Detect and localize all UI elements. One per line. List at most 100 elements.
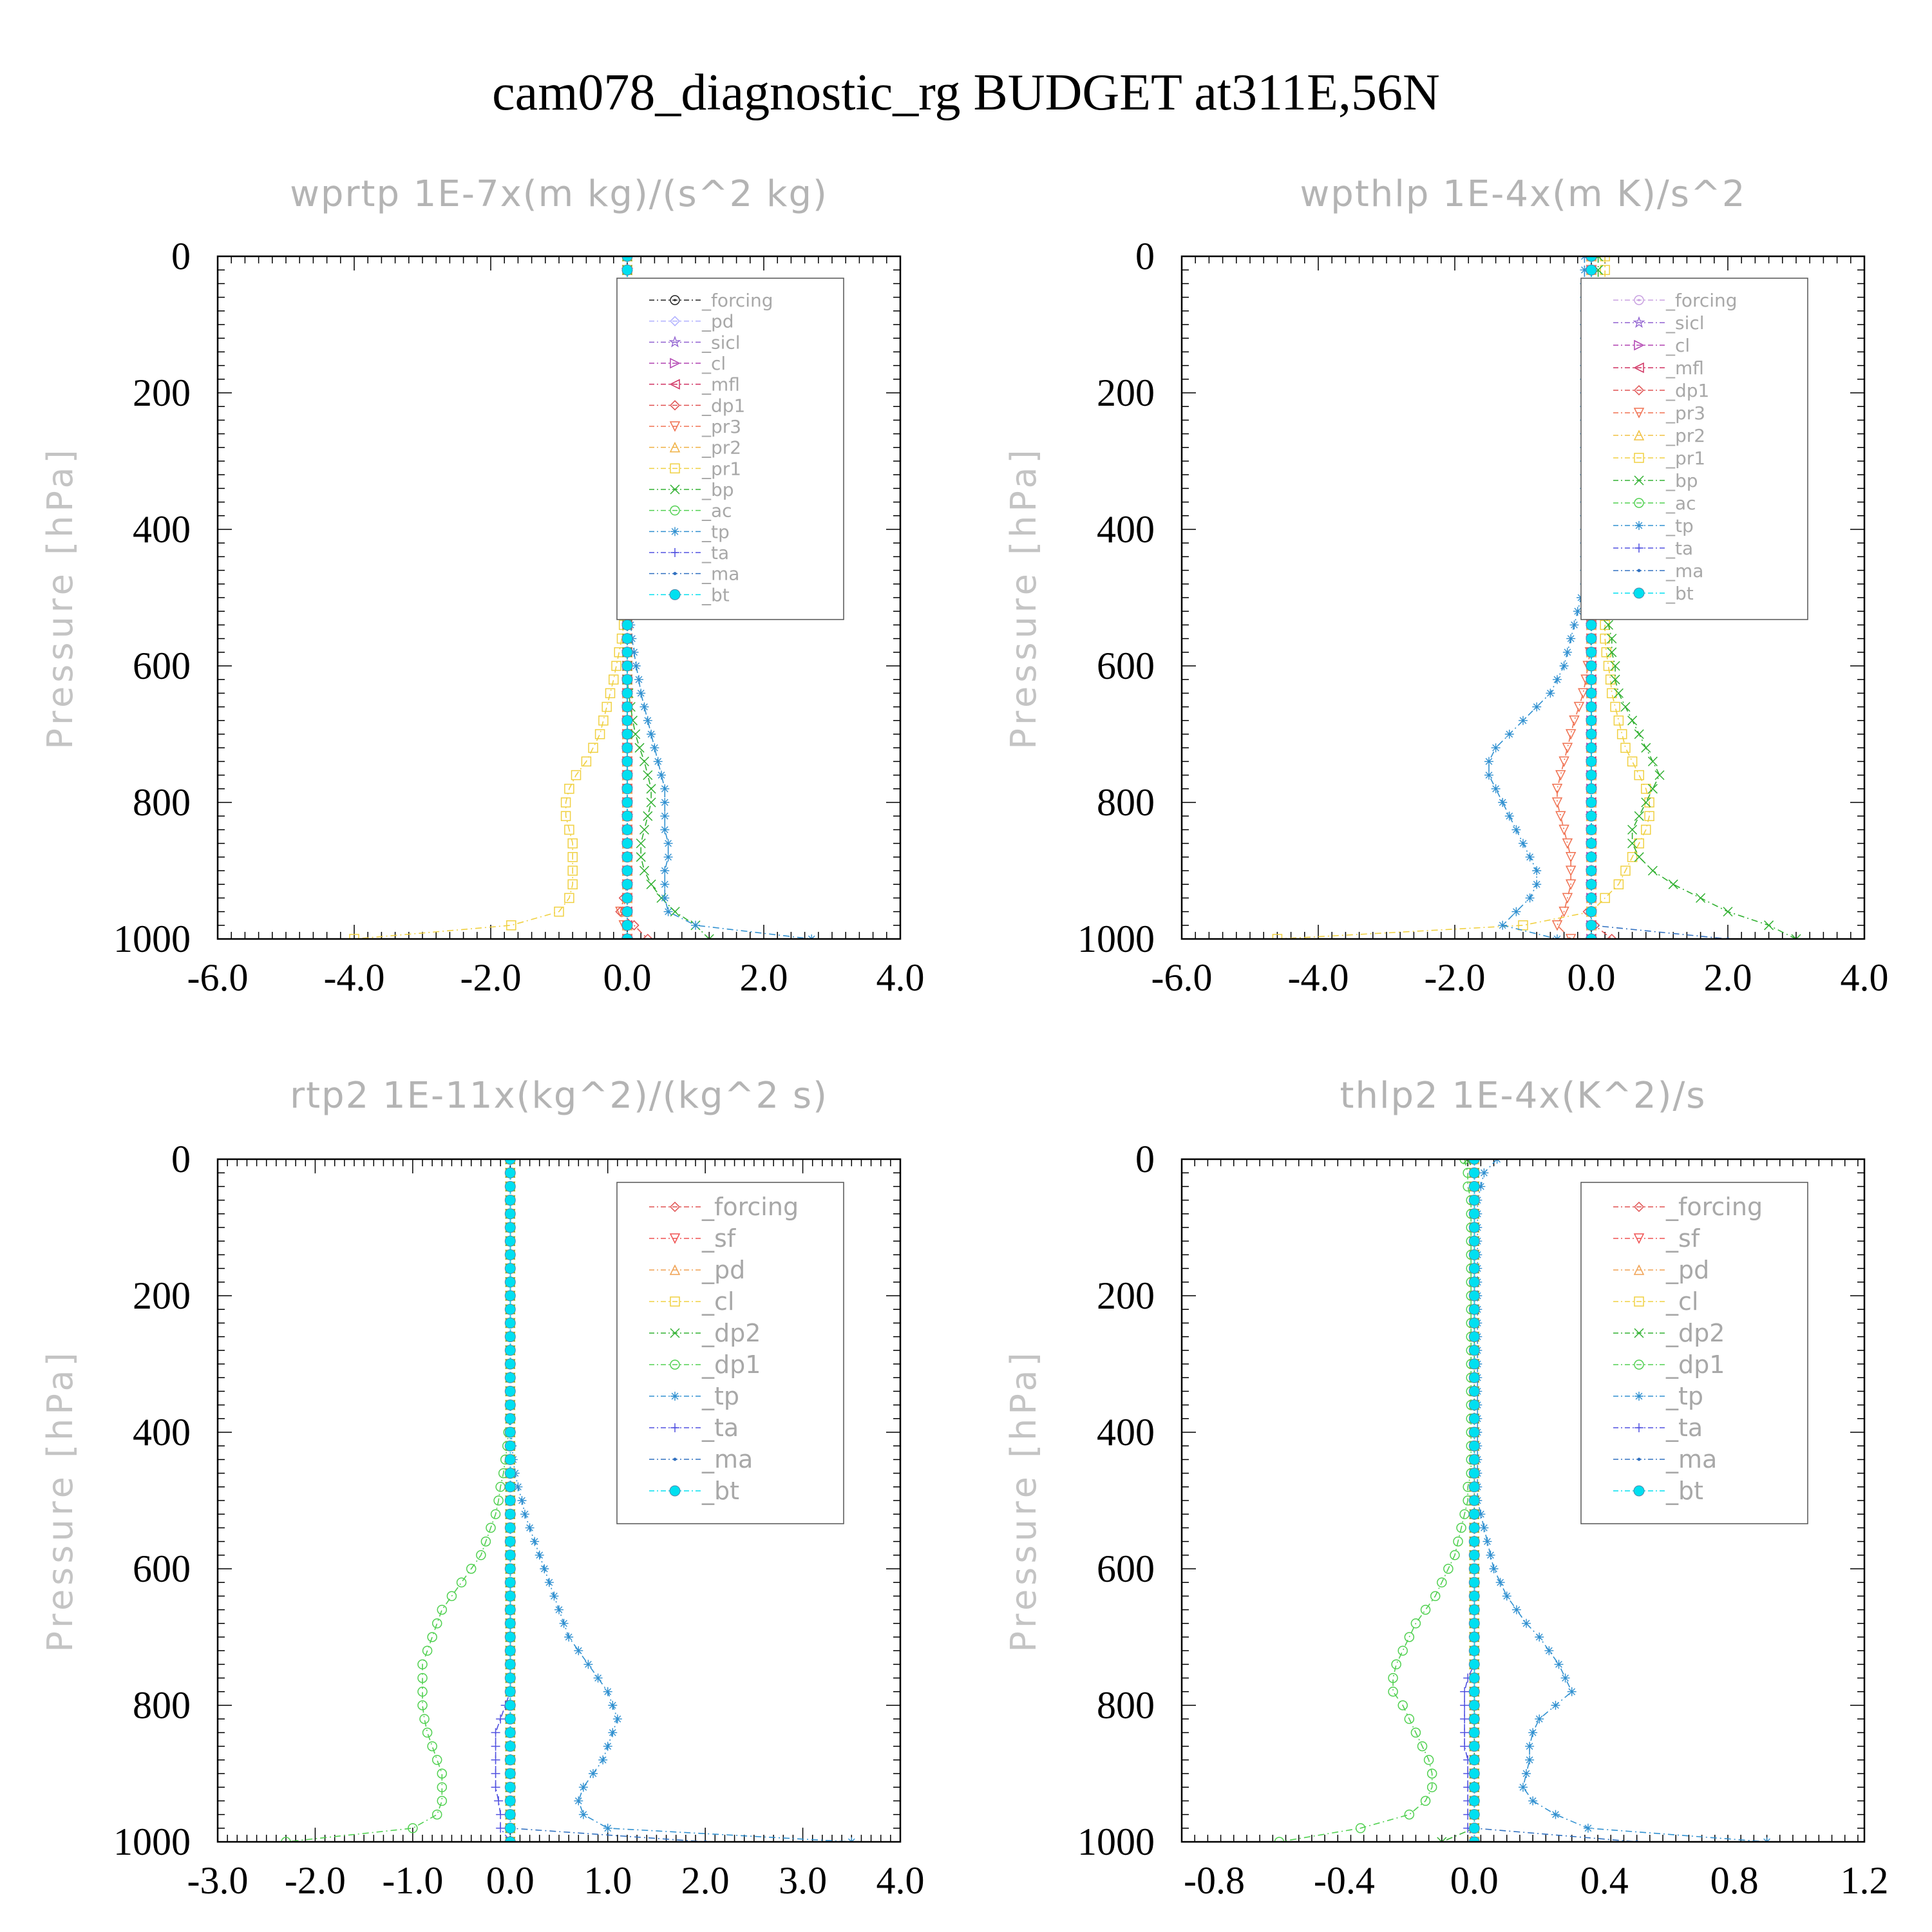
data-point [1555,811,1566,822]
legend-marker [670,548,679,557]
data-point [504,1781,516,1793]
data-point [657,770,666,780]
data-point [417,1659,428,1670]
data-point [621,755,633,767]
y-tick-label: 600 [1097,645,1155,687]
data-point [504,1290,516,1302]
data-point [1468,1713,1480,1725]
y-axis-label: Pressure [hPa] [1003,1349,1044,1652]
data-point [1586,783,1597,795]
legend-label: _forcing [1665,290,1738,311]
data-point [1573,607,1582,616]
x-tick-label: -3.0 [187,1859,249,1902]
legend-label: _mfl [1665,357,1704,379]
data-point [1634,838,1644,849]
data-point [1586,878,1597,890]
panel-title: rtp2 1E-11x(kg^2)/(kg^2 s) [290,1075,828,1117]
data-point [1519,715,1528,725]
x-tick-label: 0.0 [1567,956,1616,999]
data-point [1586,674,1597,685]
data-point [621,256,633,262]
data-point [1468,1317,1480,1329]
data-point [504,1249,516,1260]
data-point [1562,743,1573,753]
data-point [456,1577,467,1587]
data-point [559,1618,569,1628]
data-point [1525,852,1535,862]
data-point [1522,1769,1531,1778]
data-point [1620,743,1631,753]
data-point [1578,688,1589,699]
data-point [608,1701,618,1710]
data-point [535,1550,544,1560]
legend-marker [673,572,677,576]
data-point [504,1276,516,1288]
data-point [564,824,574,835]
data-point [574,1796,583,1806]
data-point [1558,906,1569,918]
data-point [621,783,633,795]
data-point [446,1591,457,1602]
data-point [621,851,633,863]
plot-area [1274,1159,1772,1842]
data-point [1468,1468,1480,1479]
data-point [578,1783,588,1792]
data-point [520,1510,529,1519]
data-point [504,1180,516,1192]
x-tick-label: 4.0 [876,956,925,999]
data-point [1468,1577,1480,1588]
data-point [660,866,670,875]
plot-area [281,1159,857,1842]
x-tick-label: 1.2 [1841,1859,1889,1902]
legend-marker [1637,569,1641,573]
data-point [621,906,633,918]
data-point [1460,1741,1470,1751]
x-tick-label: 3.0 [779,1859,827,1902]
data-point [1627,715,1638,726]
data-point [1468,1727,1480,1738]
data-point [1586,264,1597,276]
data-point [601,701,612,712]
data-point [1388,1687,1398,1697]
legend-label: _dp1 [701,395,745,416]
data-point [1573,701,1585,713]
data-point [1468,1645,1480,1656]
data-point [1551,1701,1560,1710]
legend-marker [1634,475,1644,486]
data-point [1468,1263,1480,1274]
data-point [504,1768,516,1779]
legend-marker [1633,316,1645,328]
legend-marker [1633,408,1645,419]
legend-label: _dp1 [1665,1350,1725,1379]
data-point [639,866,650,876]
data-point [643,770,653,781]
data-point [1600,256,1610,261]
data-point [491,1769,500,1778]
panel-2: wpthlp 1E-4x(m K)/s^2 Pressure [hPa] -6.0 -… [1003,173,1889,999]
data-point [567,866,578,876]
data-point [491,1755,500,1765]
data-point [647,730,656,739]
data-point [1565,934,1577,939]
data-point [670,907,680,917]
legend-marker [1634,544,1643,553]
data-point [504,1536,516,1548]
data-point [1586,715,1597,726]
y-tick-label: 600 [1097,1548,1155,1590]
data-point [504,1454,516,1465]
data-point [1468,1508,1480,1520]
data-point [1559,661,1569,670]
data-point [663,838,673,848]
data-point [1468,1795,1480,1806]
data-point [1600,265,1610,275]
data-point [1511,1605,1521,1615]
data-point [1600,620,1610,630]
data-point [504,1303,516,1315]
data-point [593,1673,603,1683]
data-point [504,1631,516,1643]
data-point [1456,1522,1466,1533]
data-point [1616,729,1627,739]
data-point [564,784,574,794]
series-dp1 [1274,1159,1476,1842]
data-point [653,757,663,766]
